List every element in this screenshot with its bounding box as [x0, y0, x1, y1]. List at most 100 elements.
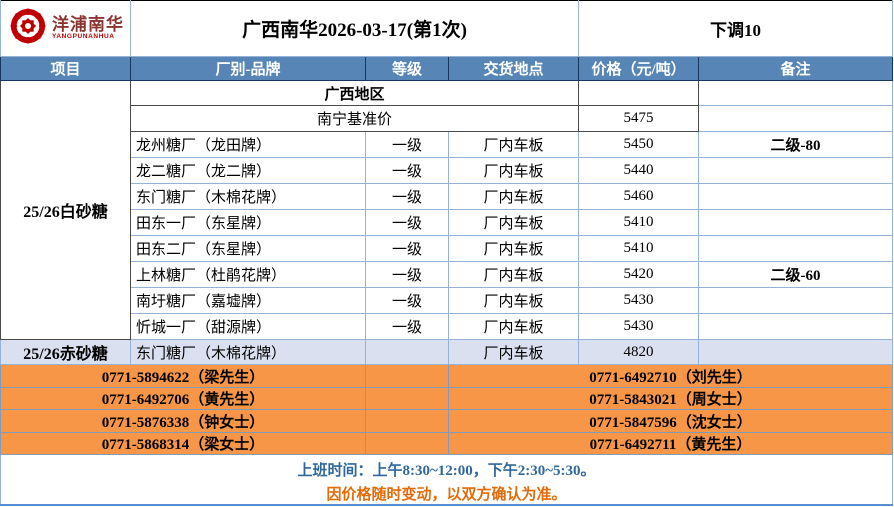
category-brown-sugar: 25/26赤砂糖: [0, 339, 131, 365]
contact-empty: [365, 409, 449, 433]
remark: [698, 313, 894, 340]
table-row: 忻城一厂（甜源牌） 一级 厂内车板 5430: [1, 313, 894, 340]
benchmark-label: 南宁基准价: [129, 105, 580, 132]
grade: 一级: [365, 235, 449, 262]
delivery: 厂内车板: [447, 131, 580, 158]
col-header-remark: 备注: [698, 56, 894, 81]
grade: 一级: [365, 287, 449, 314]
factory-name: 龙二糖厂（龙二牌）: [130, 157, 366, 184]
delivery: 厂内车板: [447, 235, 580, 262]
remark: [698, 287, 894, 314]
grade: 一级: [365, 209, 449, 236]
region-header: 广西地区: [129, 80, 580, 106]
title-row: 洋浦南华 YANGPUNANHUA 广西南华2026-03-17(第1次) 下调…: [0, 0, 894, 57]
table-row: 龙州糖厂（龙田牌） 一级 厂内车板 5450 二级-80: [1, 131, 894, 158]
delivery: 厂内车板: [447, 183, 580, 210]
remark: [698, 339, 894, 365]
region-row: 25/26白砂糖 广西地区: [0, 80, 894, 340]
contact-phone-left: 0771-5894622（梁先生）: [0, 364, 366, 388]
delivery: 厂内车板: [447, 313, 580, 340]
price-adjustment: 下调10: [578, 0, 894, 57]
contact-phone-right: 0771-5847596（沈女士）: [447, 409, 894, 433]
delivery: 厂内车板: [447, 261, 580, 288]
factory-name: 忻城一厂（甜源牌）: [130, 313, 366, 340]
contact-row: 0771-6492706（黄先生） 0771-5843021（周女士）: [0, 387, 894, 410]
brand-name-cn: 洋浦南华: [52, 15, 124, 35]
region-remark-empty: [698, 80, 894, 106]
price: 5440: [578, 157, 700, 184]
benchmark-price: 5475: [578, 105, 700, 132]
delivery: 厂内车板: [447, 287, 580, 314]
factory-name: 龙州糖厂（龙田牌）: [130, 131, 366, 158]
category-white-sugar: 25/26白砂糖: [0, 80, 131, 340]
col-header-delivery: 交货地点: [447, 56, 580, 81]
contact-phone-left: 0771-6492706（黄先生）: [0, 387, 366, 410]
col-header-grade: 等级: [365, 56, 449, 81]
remark: [698, 235, 894, 262]
remark: [698, 183, 894, 210]
region-price-empty: [578, 80, 700, 106]
col-header-factory-brand: 厂别-品牌: [130, 56, 366, 81]
remark: [698, 157, 894, 184]
col-header-item: 项目: [0, 56, 131, 81]
table-row: 龙二糖厂（龙二牌） 一级 厂内车板 5440: [1, 157, 894, 184]
sheet-title: 广西南华2026-03-17(第1次): [129, 0, 580, 57]
price: 5460: [578, 183, 700, 210]
footer-cell: 上班时间：上午8:30~12:00，下午2:30~5:30。 因价格随时变动，以…: [0, 454, 894, 506]
column-header-row: 项目 厂别-品牌 等级 交货地点 价格（元/吨） 备注: [0, 56, 894, 81]
table-row: 南圩糖厂（嘉墟牌） 一级 厂内车板 5430: [1, 287, 894, 314]
factory-name: 田东一厂（东星牌）: [130, 209, 366, 236]
logo-cell: 洋浦南华 YANGPUNANHUA: [0, 0, 131, 57]
factory-name: 南圩糖厂（嘉墟牌）: [130, 287, 366, 314]
col-header-price: 价格（元/吨）: [578, 56, 700, 81]
footer-row: 上班时间：上午8:30~12:00，下午2:30~5:30。 因价格随时变动，以…: [0, 454, 894, 506]
grade: 一级: [365, 261, 449, 288]
grade: 一级: [365, 313, 449, 340]
contact-empty: [365, 432, 449, 455]
factory-name: 田东二厂（东星牌）: [130, 235, 366, 262]
brand-name-en: YANGPUNANHUA: [52, 33, 115, 41]
table-row: 上林糖厂（杜鹃花牌） 一级 厂内车板 5420 二级-60: [1, 261, 894, 288]
price: 5450: [578, 131, 700, 158]
working-hours: 上班时间：上午8:30~12:00，下午2:30~5:30。: [297, 463, 596, 479]
table-row: 田东二厂（东星牌） 一级 厂内车板 5410: [1, 235, 894, 262]
factory-name: 东门糖厂（木棉花牌）: [130, 183, 366, 210]
grade: [365, 339, 449, 365]
contact-phone-right: 0771-5843021（周女士）: [447, 387, 894, 410]
brown-sugar-row: 25/26赤砂糖 东门糖厂（木棉花牌） 厂内车板 4820: [0, 339, 894, 365]
price-disclaimer: 因价格随时变动，以双方确认为准。: [326, 487, 567, 503]
contact-phone-left: 0771-5868314（梁女士）: [0, 432, 366, 455]
grade: 一级: [365, 131, 449, 158]
grade: 一级: [365, 183, 449, 210]
remark: 二级-80: [698, 131, 894, 158]
price: 5410: [578, 235, 700, 262]
contact-empty: [365, 364, 449, 388]
company-logo: 洋浦南华 YANGPUNANHUA: [9, 7, 128, 50]
contact-row: 0771-5894622（梁先生） 0771-6492710（刘先生）: [0, 364, 894, 388]
price: 5430: [578, 287, 700, 314]
gear-emblem-icon: [9, 7, 47, 50]
table-row: 田东一厂（东星牌） 一级 厂内车板 5410: [1, 209, 894, 236]
contact-empty: [365, 387, 449, 410]
remark: [698, 209, 894, 236]
delivery: 厂内车板: [447, 209, 580, 236]
table-row: 东门糖厂（木棉花牌） 一级 厂内车板 5460: [1, 183, 894, 210]
price: 4820: [578, 339, 700, 365]
price: 5420: [578, 261, 700, 288]
price: 5430: [578, 313, 700, 340]
contact-phone-right: 0771-6492710（刘先生）: [447, 364, 894, 388]
price: 5410: [578, 209, 700, 236]
benchmark-row: 南宁基准价 5475: [1, 105, 894, 132]
factory-name: 上林糖厂（杜鹃花牌）: [130, 261, 366, 288]
contact-phone-right: 0771-6492711（黄先生）: [447, 432, 894, 455]
factory-name: 东门糖厂（木棉花牌）: [130, 339, 366, 365]
grade: 一级: [365, 157, 449, 184]
delivery: 厂内车板: [447, 339, 580, 365]
contact-phone-left: 0771-5876338（钟女士）: [0, 409, 366, 433]
remark: 二级-60: [698, 261, 894, 288]
contact-row: 0771-5876338（钟女士） 0771-5847596（沈女士）: [0, 409, 894, 433]
delivery: 厂内车板: [447, 157, 580, 184]
benchmark-remark-empty: [698, 105, 894, 132]
